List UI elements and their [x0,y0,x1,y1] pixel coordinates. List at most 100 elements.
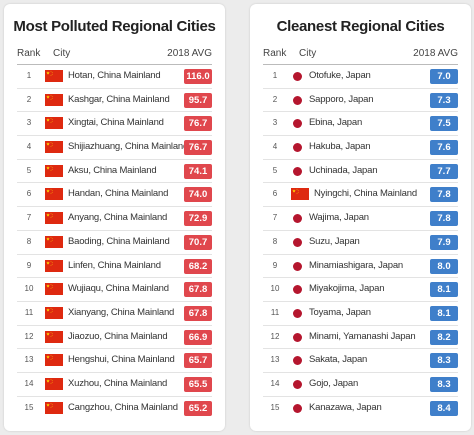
japan-flag-icon [293,166,302,176]
rank-cell: 7 [272,213,278,223]
aqi-badge: 8.1 [430,305,458,321]
rank-cell: 2 [272,94,278,104]
aqi-badge: 76.7 [184,140,212,156]
aqi-badge: 7.0 [430,69,458,84]
city-cell: Xingtai, China Mainland [68,117,164,129]
table-row: 12 Jiaozuo, China Mainland 66.9 [17,326,212,350]
table-row: 3 Xingtai, China Mainland 76.7 [17,112,212,137]
japan-flag-icon [293,119,302,129]
aqi-badge: 8.4 [430,400,458,416]
table-row: 1 Otofuke, Japan 7.0 [263,65,458,89]
table-row: 13 Hengshui, China Mainland 65.7 [17,349,212,373]
city-cell: Nyingchi, China Mainland [314,188,417,200]
city-cell: Minamiashigara, Japan [309,259,404,271]
polluted-panel: Most Polluted Regional Cities Rank City … [4,4,225,431]
city-header: City [53,48,71,59]
china-flag-icon [291,188,309,201]
china-flag-icon [45,283,63,296]
aqi-badge: 7.9 [430,234,458,250]
avg-header: 2018 AVG [167,48,212,59]
table-row: 7 Wajima, Japan 7.8 [263,207,458,231]
china-flag-icon [45,306,63,319]
japan-flag-icon [293,237,302,247]
rank-cell: 13 [270,355,280,365]
japan-flag-icon [293,214,302,224]
china-flag-icon [45,212,63,225]
cleanest-table: 1 Otofuke, Japan 7.0 2 Sapporo, Japan 7.3 3 Ebi… [263,65,458,420]
rank-cell: 5 [272,165,278,175]
table-row: 6 Nyingchi, China Mainland 7.8 [263,183,458,208]
city-cell: Wajima, Japan [309,212,369,224]
rank-cell: 6 [272,189,278,199]
rank-cell: 1 [26,71,32,80]
table-row: 9 Minamiashigara, Japan 8.0 [263,255,458,279]
city-cell: Baoding, China Mainland [68,235,170,247]
aqi-badge: 7.7 [430,163,458,179]
rank-cell: 5 [26,165,32,175]
rank-cell: 4 [272,142,278,152]
city-cell: Sapporo, Japan [309,93,374,105]
china-flag-icon [45,117,63,130]
rank-cell: 9 [272,260,278,270]
avg-header: 2018 AVG [413,48,458,59]
city-cell: Kashgar, China Mainland [68,93,170,105]
rank-cell: 4 [26,142,32,152]
rank-header: Rank [17,48,41,59]
aqi-badge: 68.2 [184,258,212,274]
table-row: 9 Linfen, China Mainland 68.2 [17,255,212,279]
china-flag-icon [45,93,63,106]
cleanest-panel: Cleanest Regional Cities Rank City 2018 … [250,4,471,431]
rank-cell: 3 [272,118,278,128]
city-cell: Minami, Yamanashi Japan [309,330,416,342]
aqi-badge: 7.8 [430,187,458,203]
aqi-badge: 65.7 [184,353,212,369]
aqi-badge: 7.5 [430,116,458,132]
japan-flag-icon [293,332,302,342]
city-cell: Gojo, Japan [309,377,359,389]
city-cell: Handan, China Mainland [68,188,169,200]
city-cell: Wujiaqu, China Mainland [68,283,169,295]
table-row: 4 Shijiazhuang, China Mainland 76.7 [17,136,212,160]
aqi-badge: 67.8 [184,305,212,321]
china-flag-icon [45,401,63,414]
panel-title: Most Polluted Regional Cities [13,18,216,35]
table-row: 13 Sakata, Japan 8.3 [263,349,458,373]
city-cell: Hakuba, Japan [309,141,371,153]
rank-cell: 11 [270,307,280,317]
table-row: 8 Suzu, Japan 7.9 [263,231,458,255]
city-cell: Xuzhou, China Mainland [68,377,168,389]
city-cell: Otofuke, Japan [309,70,371,81]
table-row: 7 Anyang, China Mainland 72.9 [17,207,212,231]
table-row: 8 Baoding, China Mainland 70.7 [17,231,212,255]
table-row: 11 Toyama, Japan 8.1 [263,302,458,326]
city-cell: Linfen, China Mainland [68,259,161,271]
city-cell: Ebina, Japan [309,117,363,129]
rank-cell: 14 [270,378,280,388]
japan-flag-icon [293,261,302,271]
aqi-badge: 65.2 [184,400,212,416]
aqi-badge: 7.6 [430,140,458,156]
rank-cell: 15 [24,402,34,412]
table-row: 15 Kanazawa, Japan 8.4 [263,397,458,421]
rank-cell: 2 [26,94,32,104]
table-row: 14 Xuzhou, China Mainland 65.5 [17,373,212,397]
aqi-badge: 72.9 [184,211,212,227]
city-cell: Kanazawa, Japan [309,401,382,413]
aqi-badge: 74.1 [184,163,212,179]
japan-flag-icon [293,379,302,389]
japan-flag-icon [293,403,302,413]
japan-flag-icon [293,285,302,295]
rank-cell: 15 [270,402,280,412]
china-flag-icon [45,259,63,272]
city-cell: Hengshui, China Mainland [68,354,175,366]
aqi-badge: 7.8 [430,211,458,227]
table-row: 3 Ebina, Japan 7.5 [263,112,458,137]
china-flag-icon [45,354,63,367]
table-row: 2 Kashgar, China Mainland 95.7 [17,89,212,113]
rank-cell: 12 [24,331,34,341]
table-row: 6 Handan, China Mainland 74.0 [17,183,212,208]
aqi-badge: 70.7 [184,234,212,250]
table-header: Rank City 2018 AVG [4,48,225,66]
aqi-badge: 95.7 [184,92,212,108]
aqi-badge: 8.3 [430,353,458,369]
